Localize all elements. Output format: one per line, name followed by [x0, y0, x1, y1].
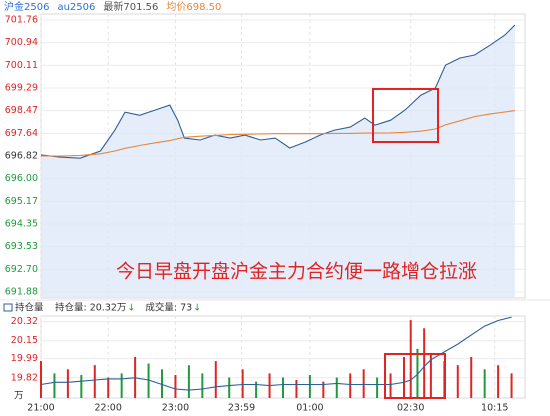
volume-bar	[53, 373, 56, 398]
volume-bar	[376, 377, 379, 398]
x-tick-label: 02:30	[397, 403, 424, 414]
y-tick-label: 692.70	[5, 264, 38, 275]
y-tick-label: 693.53	[5, 241, 38, 252]
y-tick-label: 694.35	[5, 219, 38, 230]
x-tick-label: 23:00	[162, 403, 189, 414]
header-item: 均价698.50	[166, 1, 221, 13]
volume-bar	[201, 373, 204, 398]
annotation: 今日早盘开盘沪金主力合约便一路增仓拉涨	[116, 261, 477, 283]
y-tick-label: 701.76	[5, 15, 38, 26]
arrow: ↓	[127, 303, 135, 314]
volume-bar	[308, 375, 311, 398]
x-tick-label: 01:00	[296, 403, 323, 414]
volume-bar	[241, 369, 244, 398]
y-tick-label: 19.82	[11, 372, 38, 383]
y-tick-label: 696.82	[5, 151, 38, 162]
volume-bar	[510, 373, 513, 398]
highlight-box	[384, 353, 446, 399]
volume-bar	[147, 363, 150, 398]
panel-value: 持仓量: 20.32万	[55, 302, 126, 314]
y-tick-label: 697.64	[5, 128, 38, 139]
price-line	[41, 110, 515, 157]
legend-label: 持仓量	[15, 302, 44, 314]
volume-bar	[40, 361, 42, 398]
x-tick-label: 21:00	[27, 403, 54, 414]
volume-bar	[349, 373, 352, 398]
volume-bar	[483, 369, 486, 398]
x-tick-label: 22:00	[95, 403, 122, 414]
x-tick-label: 10:15	[481, 403, 508, 414]
header-item: 沪金2506	[4, 0, 49, 13]
header-item: 最新701.56	[103, 0, 158, 13]
header-item: au2506	[57, 2, 95, 13]
x-tick-label: 23:59	[228, 403, 255, 414]
legend-icon	[3, 303, 13, 312]
y-tick-label: 19.99	[11, 353, 38, 364]
highlight-box	[372, 88, 439, 143]
volume-bar	[187, 365, 190, 398]
price-area	[41, 25, 515, 298]
volume-bar	[214, 361, 217, 398]
volume-bar	[66, 369, 69, 398]
y-tick-label: 20.15	[11, 335, 38, 346]
volume-bar	[174, 375, 177, 398]
y-tick-label: 695.17	[5, 196, 38, 207]
volume-bar	[282, 377, 284, 398]
volume-bar	[403, 357, 405, 398]
y-tick-label: 698.47	[5, 105, 38, 116]
arrow: ↓	[193, 303, 201, 314]
y-tick-label: 700.11	[5, 60, 38, 71]
y-tick-label: 700.94	[5, 37, 38, 48]
volume-bar	[161, 369, 163, 398]
volume-bar	[107, 377, 110, 398]
volume-bar	[362, 369, 365, 398]
volume-bar	[389, 373, 392, 398]
y-tick-label: 20.32	[11, 316, 38, 327]
y-tick-label: 691.88	[5, 287, 38, 298]
volume-bar	[322, 381, 325, 398]
volume-bar	[423, 328, 426, 398]
volume-bar	[228, 377, 231, 398]
volume-bar	[470, 357, 473, 398]
volume-bar	[295, 379, 298, 398]
y-unit: 万	[14, 391, 24, 402]
y-tick-label: 696.00	[5, 173, 38, 184]
volume-bar	[255, 381, 258, 398]
panel-value: 成交量: 73	[145, 302, 192, 314]
volume-bar	[497, 365, 500, 398]
volume-bar	[409, 320, 412, 398]
volume-bar	[416, 348, 419, 398]
price-line	[40, 24, 516, 159]
volume-bar	[93, 365, 96, 398]
volume-bar	[120, 373, 123, 398]
open-interest-line	[40, 316, 512, 391]
volume-bar	[80, 375, 83, 398]
volume-bar	[456, 365, 459, 398]
volume-bar	[429, 352, 432, 398]
volume-bar	[335, 377, 338, 398]
y-tick-label: 699.29	[5, 83, 38, 94]
